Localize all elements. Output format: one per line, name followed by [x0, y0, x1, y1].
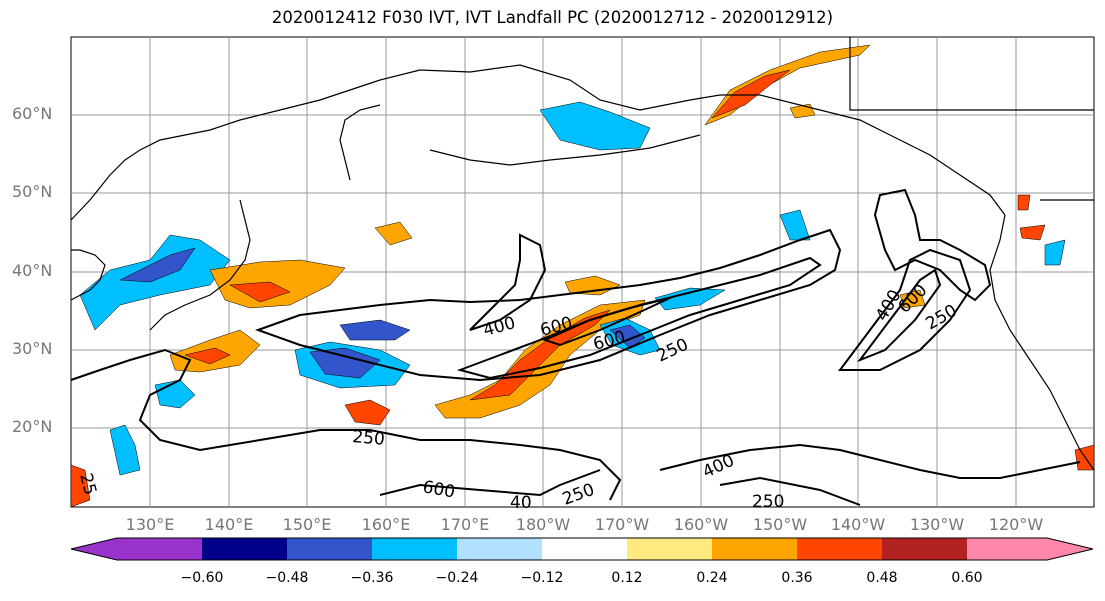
colorbar-tick-label: 0.36	[781, 570, 813, 586]
negative-region	[119, 247, 196, 283]
negative-region	[79, 234, 231, 331]
coastline-kamchatka	[339, 104, 381, 181]
positive-region	[229, 281, 291, 303]
colorbar-extend-high	[1047, 538, 1093, 560]
coastline-japan	[149, 199, 251, 331]
lat-label: 20°N	[12, 417, 53, 436]
colorbar-bin	[372, 538, 457, 560]
colorbar-bin	[117, 538, 202, 560]
positive-region	[70, 464, 91, 508]
lon-label: 130°W	[909, 515, 965, 534]
colorbar-tick-label: −0.24	[435, 570, 479, 586]
colorbar-tick-label: −0.48	[265, 570, 309, 586]
contour-line	[719, 476, 861, 506]
contour-label: 40	[510, 493, 532, 513]
colorbar-tick-label: 0.48	[866, 570, 898, 586]
ivt-shading	[70, 44, 1095, 508]
lon-label: 150°E	[282, 515, 332, 534]
positive-region	[711, 69, 791, 119]
contour-line	[857, 268, 942, 363]
contour-line	[379, 469, 601, 497]
ivt-contours	[70, 188, 1081, 506]
negative-region	[654, 287, 726, 311]
contour-line	[469, 233, 547, 331]
positive-region	[564, 275, 621, 296]
colorbar-tick-label: −0.60	[180, 570, 224, 586]
contour-label: 250	[352, 427, 386, 450]
colorbar	[70, 537, 1094, 561]
contour-line	[659, 443, 1081, 479]
contour-line	[255, 228, 842, 382]
contour-labels: 400 600 600 250 400 600 250 250 40 600 2…	[75, 280, 960, 513]
lon-label: 160°W	[673, 515, 729, 534]
colorbar-bin	[967, 538, 1047, 560]
colorbar-tick-label: −0.12	[520, 570, 564, 586]
lat-label: 30°N	[12, 339, 53, 358]
positive-region	[374, 221, 413, 246]
negative-region	[109, 424, 141, 476]
colorbar-bin	[457, 538, 542, 560]
colorbar-bin	[712, 538, 797, 560]
positive-region	[209, 259, 346, 309]
lon-label: 160°E	[361, 515, 411, 534]
negative-region	[539, 101, 651, 151]
contour-label: 250	[752, 492, 784, 512]
colorbar-tick-label: 0.24	[696, 570, 728, 586]
coastline-korea-china	[70, 249, 106, 301]
lon-label: 120°W	[988, 515, 1044, 534]
negative-region	[339, 319, 411, 341]
coastline-alaska	[419, 64, 1006, 216]
colorbar-bin	[627, 538, 712, 560]
lon-label: 150°W	[752, 515, 808, 534]
contour-line	[542, 297, 671, 347]
lon-label: 180°W	[515, 515, 571, 534]
coastline-north-america	[989, 214, 1095, 471]
coastlines	[70, 37, 1095, 471]
positive-region	[1017, 194, 1031, 211]
contour-line	[873, 188, 992, 302]
lat-label: 40°N	[12, 261, 53, 280]
coastline-asia	[70, 69, 421, 221]
colorbar-bin	[542, 538, 627, 560]
lat-label: 50°N	[12, 182, 53, 201]
coastline-aleutians	[429, 134, 701, 166]
positive-region	[184, 347, 231, 365]
positive-region	[344, 399, 391, 426]
colorbar-tick-label: 0.60	[951, 570, 983, 586]
lon-label: 170°W	[594, 515, 650, 534]
lon-label: 140°E	[204, 515, 254, 534]
contour-line	[838, 248, 972, 371]
lat-label: 60°N	[12, 104, 53, 123]
colorbar-bin	[882, 538, 967, 560]
colorbar-extend-low	[71, 538, 117, 560]
lon-label: 140°W	[830, 515, 886, 534]
negative-region	[1044, 239, 1066, 266]
lon-label: 170°E	[440, 515, 490, 534]
negative-region	[779, 209, 811, 241]
canada-border	[849, 37, 1094, 111]
colorbar-bin	[797, 538, 882, 560]
colorbar-tick-label: 0.12	[611, 570, 643, 586]
contour-line	[70, 348, 622, 501]
positive-region	[1019, 224, 1046, 241]
colorbar-tick-label: −0.36	[350, 570, 394, 586]
map-title: 2020012412 F030 IVT, IVT Landfall PC (20…	[271, 8, 834, 27]
colorbar-bin	[287, 538, 372, 560]
lon-label: 130°E	[125, 515, 175, 534]
colorbar-bin	[202, 538, 287, 560]
negative-region	[309, 347, 381, 379]
colorbar-outline	[70, 537, 1094, 561]
